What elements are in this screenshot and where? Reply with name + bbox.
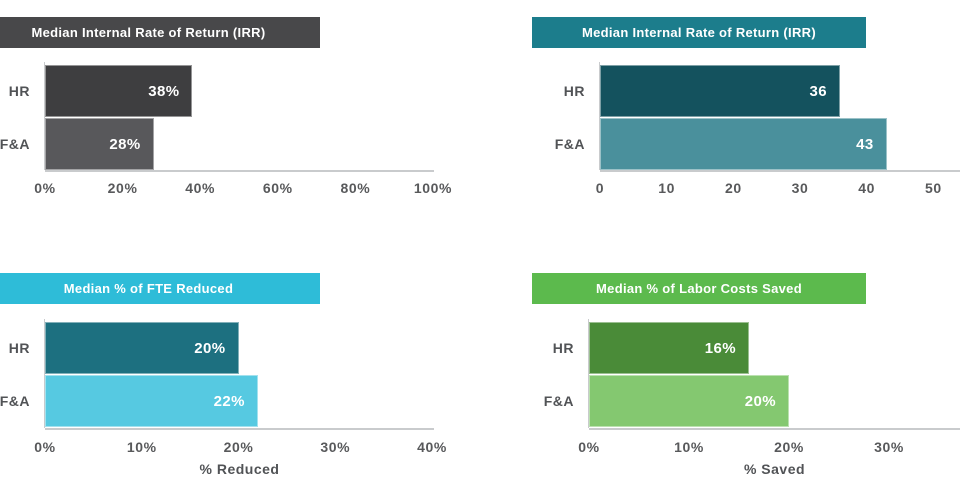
x-tick-label: 0% <box>578 439 600 455</box>
x-tick-label: 10% <box>126 439 157 455</box>
chart-irr-gray: Median Internal Rate of Return (IRR) HR 3… <box>0 0 480 250</box>
x-tick-label: 0% <box>34 180 56 196</box>
x-tick-label: 20% <box>223 439 254 455</box>
bar-hr: 20% <box>45 322 239 374</box>
bar-value-label: 38% <box>148 83 180 100</box>
bar-value-label: 36 <box>809 83 827 100</box>
x-tick-label: 0 <box>595 180 605 196</box>
chart-title-banner: Median % of Labor Costs Saved <box>532 273 866 304</box>
bar-fa: 22% <box>45 375 258 427</box>
bar-value-label: 28% <box>109 136 141 153</box>
bar-hr: 38% <box>45 65 193 117</box>
x-tick-label: 40% <box>185 180 216 196</box>
chart-labor-costs-saved: Median % of Labor Costs Saved HR 16% F&A 20… <box>480 250 960 500</box>
category-label: HR <box>563 83 585 99</box>
bar-value-label: 43 <box>856 136 874 153</box>
chart-title-banner: Median % of FTE Reduced <box>0 273 320 304</box>
x-tick-label: 20% <box>107 180 138 196</box>
chart-title-banner: Median Internal Rate of Return (IRR) <box>532 17 866 48</box>
x-tick-label: 30% <box>874 439 904 455</box>
category-label: HR <box>8 340 30 356</box>
x-axis-title: % Saved <box>743 461 806 477</box>
x-axis-line <box>45 428 434 430</box>
bar-fa: 28% <box>45 118 154 170</box>
bar-hr: 36 <box>600 65 840 117</box>
bar-fa: 43 <box>600 118 887 170</box>
bar-value-label: 20% <box>744 393 776 410</box>
category-label: F&A <box>0 393 30 409</box>
bar-value-label: 20% <box>194 340 226 357</box>
x-tick-label: 10 <box>658 180 676 196</box>
x-tick-label: 40 <box>858 180 876 196</box>
y-axis-spine <box>44 319 45 428</box>
x-tick-label: 20% <box>774 439 804 455</box>
bar-hr: 16% <box>589 322 749 374</box>
x-tick-label: 20 <box>724 180 742 196</box>
x-axis-line <box>45 170 434 172</box>
chart-fte-reduced: Median % of FTE Reduced HR 20% F&A 22% 0% 10… <box>0 250 480 500</box>
x-tick-label: 0% <box>34 439 56 455</box>
x-tick-label: 50 <box>924 180 942 196</box>
x-tick-label: 80% <box>340 180 371 196</box>
x-axis-line <box>589 428 960 430</box>
y-axis-spine <box>588 319 589 428</box>
x-tick-label: 100% <box>413 180 453 196</box>
category-label: HR <box>8 83 30 99</box>
bar-value-label: 22% <box>213 393 245 410</box>
bar-value-label: 16% <box>704 340 736 357</box>
category-label: F&A <box>554 136 585 152</box>
y-axis-spine <box>44 62 45 170</box>
x-tick-label: 30% <box>320 439 351 455</box>
x-tick-label: 30 <box>791 180 809 196</box>
x-tick-label: 60% <box>262 180 293 196</box>
bar-fa: 20% <box>589 375 789 427</box>
y-axis-spine <box>599 62 600 170</box>
chart-title-banner: Median Internal Rate of Return (IRR) <box>0 17 320 48</box>
category-label: F&A <box>0 136 30 152</box>
x-tick-label: 10% <box>674 439 704 455</box>
x-tick-label: 40% <box>417 439 447 455</box>
x-axis-line <box>600 170 960 172</box>
chart-irr-teal: Median Internal Rate of Return (IRR) HR 3… <box>480 0 960 250</box>
category-label: HR <box>552 340 574 356</box>
category-label: F&A <box>543 393 574 409</box>
x-axis-title: % Reduced <box>199 461 280 477</box>
